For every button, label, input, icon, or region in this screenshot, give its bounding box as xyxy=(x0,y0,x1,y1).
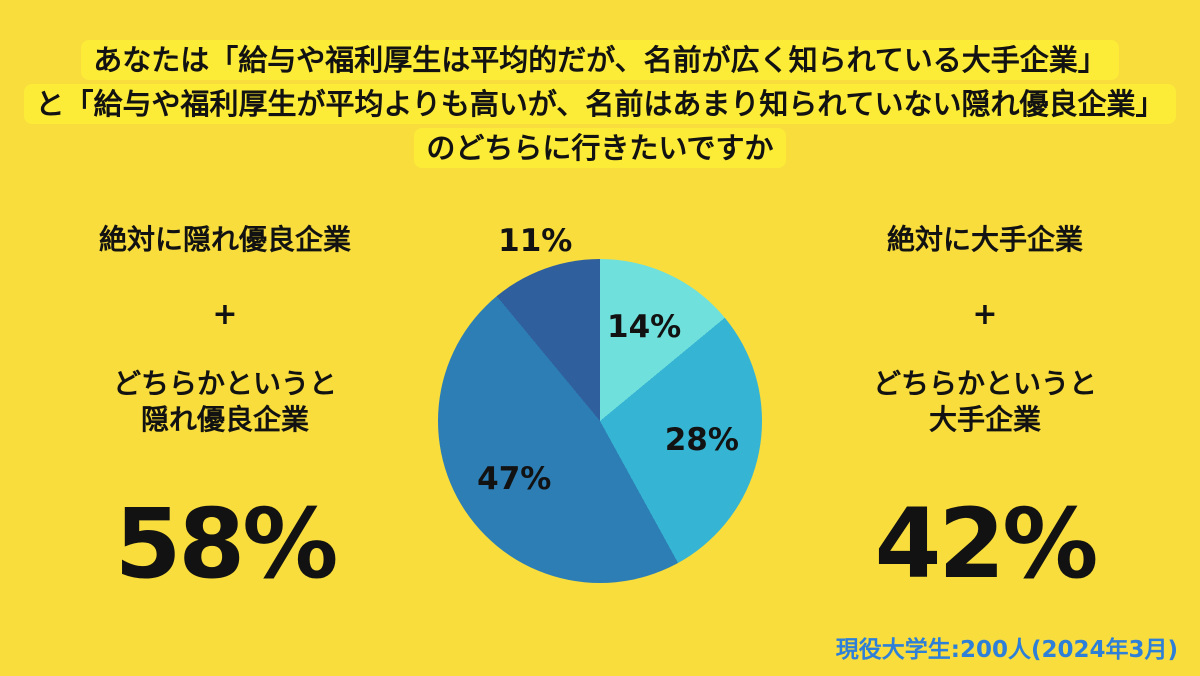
right-option-bottom-line1: どちらかというと xyxy=(872,367,1097,400)
title-line-1-text: あなたは「給与や福利厚生は平均的だが、名前が広く知られている大手企業」 xyxy=(81,40,1119,80)
pie-slice-label-11: 11% xyxy=(498,223,573,260)
right-option-bottom-label: どちらかというと 大手企業 xyxy=(820,366,1150,438)
title-line-1: あなたは「給与や福利厚生は平均的だが、名前が広く知られている大手企業」 xyxy=(0,40,1200,84)
left-plus-sign: + xyxy=(212,297,238,332)
left-option-bottom-line2: 隠れ優良企業 xyxy=(140,403,309,436)
title-line-2-text: と「給与や福利厚生が平均よりも高いが、名前はあまり知られていない隠れ優良企業」 xyxy=(23,84,1177,124)
left-option-bottom-line1: どちらかというと xyxy=(112,367,337,400)
right-summary: 絶対に大手企業 + どちらかというと 大手企業 42% xyxy=(820,222,1150,594)
right-plus-sign: + xyxy=(972,297,998,332)
right-option-bottom-line2: 大手企業 xyxy=(928,403,1041,436)
pie-slice-label-14: 14% xyxy=(607,309,682,346)
pie-slice-label-47: 47% xyxy=(477,461,552,498)
pie-slice-label-28: 28% xyxy=(664,422,739,459)
left-summary: 絶対に隠れ優良企業 + どちらかというと 隠れ優良企業 58% xyxy=(60,222,390,594)
title-line-2: と「給与や福利厚生が平均よりも高いが、名前はあまり知られていない隠れ優良企業」 xyxy=(0,84,1200,128)
page-title: あなたは「給与や福利厚生は平均的だが、名前が広く知られている大手企業」 と「給与… xyxy=(0,40,1200,172)
left-option-top-label: 絶対に隠れ優良企業 xyxy=(98,223,351,256)
right-option-top-label: 絶対に大手企業 xyxy=(886,223,1083,256)
survey-footnote: 現役大学生:200人(2024年3月) xyxy=(835,637,1178,663)
title-line-3-text: のどちらに行きたいですか xyxy=(414,128,786,168)
left-option-bottom-label: どちらかというと 隠れ優良企業 xyxy=(60,366,390,438)
title-line-3: のどちらに行きたいですか xyxy=(0,128,1200,172)
left-total-value: 58% xyxy=(114,488,339,600)
pie-chart xyxy=(438,259,762,583)
right-total-value: 42% xyxy=(874,488,1099,600)
